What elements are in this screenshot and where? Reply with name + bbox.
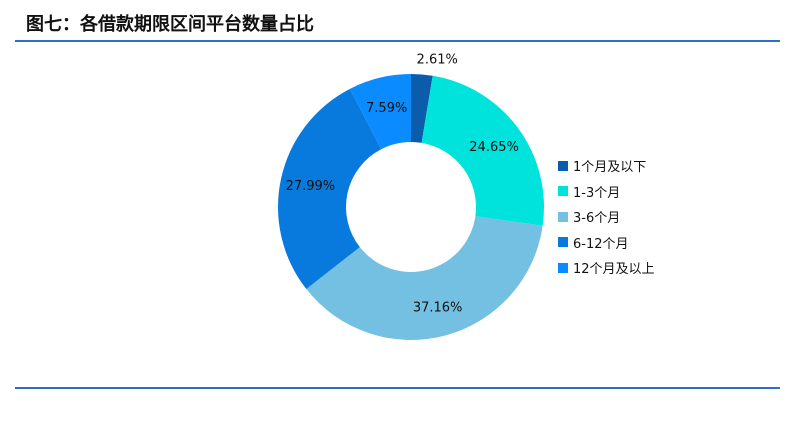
legend-item: 3-6个月 [558, 204, 655, 230]
legend-swatch [558, 262, 568, 273]
legend-swatch [558, 237, 568, 248]
data-label: 27.99% [286, 179, 336, 194]
legend-item: 6-12个月 [558, 230, 655, 256]
legend-swatch [558, 160, 568, 171]
donut-slice-0 [411, 74, 433, 143]
legend: 1个月及以下 1-3个月 3-6个月 6-12个月 12个月及以上 [558, 153, 655, 281]
legend-item: 12个月及以上 [558, 255, 655, 281]
donut-slice-2 [306, 216, 543, 340]
legend-label: 6-12个月 [573, 236, 629, 252]
legend-label: 3-6个月 [573, 211, 621, 227]
legend-swatch [558, 211, 568, 222]
data-label: 37.16% [413, 301, 463, 316]
data-label: 24.65% [469, 140, 519, 155]
donut-slice-4 [349, 74, 411, 150]
data-label: 2.61% [417, 53, 458, 68]
donut-slice-3 [277, 88, 382, 290]
legend-label: 1个月及以下 [573, 160, 647, 176]
data-label: 7.59% [366, 101, 407, 116]
legend-swatch [558, 186, 568, 197]
bottom-divider [15, 387, 780, 389]
legend-label: 12个月及以上 [573, 262, 655, 278]
chart-title: 图七：各借款期限区间平台数量占比 [26, 14, 314, 35]
top-divider [15, 40, 780, 42]
legend-item: 1-3个月 [558, 179, 655, 205]
donut-slice-1 [421, 75, 544, 226]
legend-item: 1个月及以下 [558, 153, 655, 179]
legend-label: 1-3个月 [573, 185, 621, 201]
